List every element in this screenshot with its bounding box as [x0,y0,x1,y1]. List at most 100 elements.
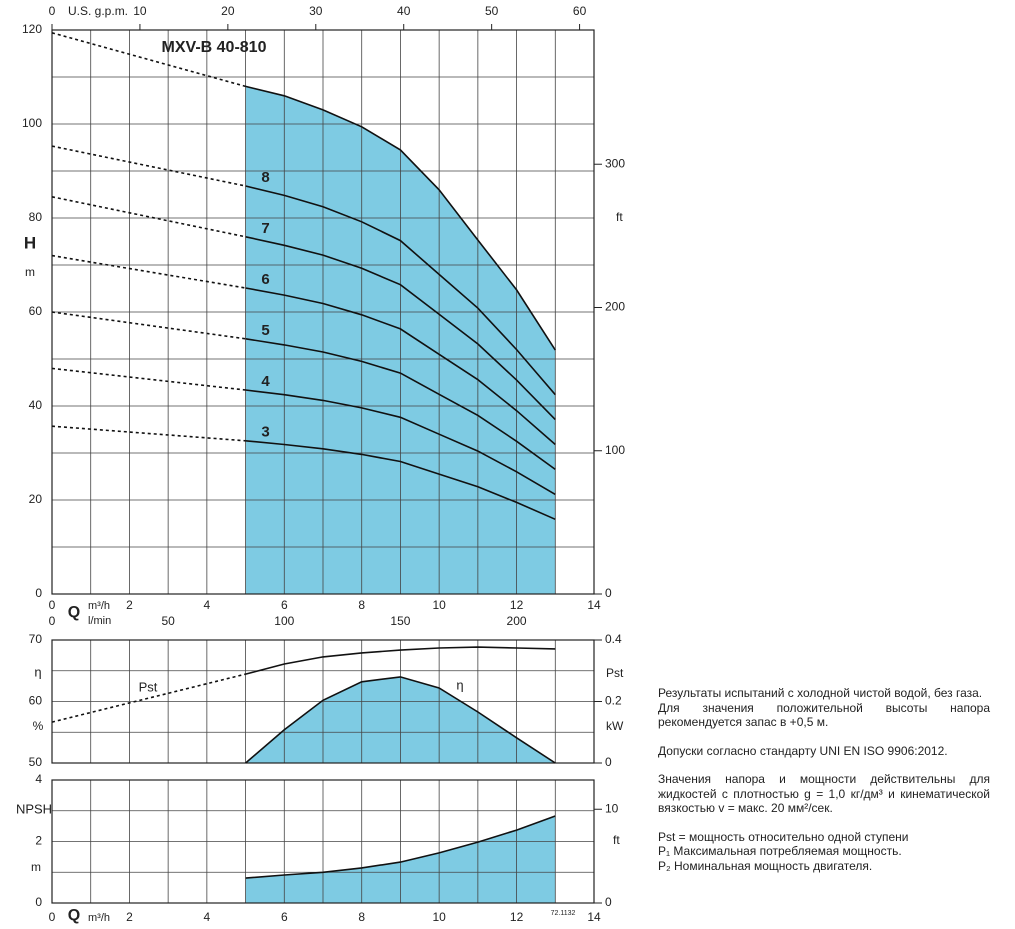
y-tick-label: 2 [35,834,42,848]
y2-tick-label: 0.4 [605,632,622,646]
x-tick-label: 10 [432,910,446,924]
series-label: 7 [261,220,269,237]
y-tick-label: 100 [22,116,42,130]
chart-title: MXV-B 40-810 [162,39,267,56]
x2-tick-label: 20 [221,4,235,18]
y2-axis-label: ft [616,210,623,224]
y-tick-label: 80 [29,210,43,224]
x2-tick-label: 10 [133,4,147,18]
x3-tick-label: 0 [49,614,56,628]
series-label: Pst [139,679,158,694]
y2-tick-label: 100 [605,443,625,457]
y-axis-label: H [24,233,36,252]
chart-code: 72.1132 [551,910,576,917]
y2-axis-label: Pst [606,666,624,680]
x2-axis-label: U.S. g.p.m. [68,4,128,18]
note-paragraph: Допуски согласно стандарту UNI EN ISO 99… [658,744,990,759]
y2-tick-label: 10 [605,801,619,815]
x-axis-unit: m³/h [88,912,110,924]
x-tick-label: 8 [358,910,365,924]
series-label: 8 [261,169,269,186]
note-paragraph: Значения напора и мощности действительны… [658,772,990,816]
x-tick-label: 6 [281,598,288,612]
note-line: Результаты испытаний с холодной чистой в… [658,686,983,700]
x-tick-label: 0 [49,598,56,612]
y-tick-label: 0 [35,895,42,909]
x-tick-label: 8 [358,598,365,612]
x-tick-label: 4 [204,598,211,612]
note-line: Pst = мощность относительно одной ступен… [658,829,909,844]
y-axis-label: NPSH [16,801,52,816]
y-axis-unit: m [25,265,35,279]
y2-tick-label: 0 [605,895,612,909]
x2-tick-label: 50 [485,4,499,18]
note-paragraph: Результаты испытаний с холодной чистой в… [658,686,990,730]
x3-tick-label: 200 [507,614,527,628]
x3-tick-label: 150 [390,614,410,628]
y-axis-label: η [34,664,41,679]
extrapolated-line [51,311,246,340]
curve [245,440,556,521]
curve [245,287,556,446]
x2-tick-label: 40 [397,4,411,18]
y-tick-label: 120 [22,22,42,36]
note-line: Для значения положительной высоты напора… [658,700,990,730]
y2-axis-unit: kW [606,719,624,733]
y-axis-unit: % [33,719,44,733]
series-label: η [456,677,463,692]
x-tick-label: 14 [587,910,601,924]
x-axis-unit: m³/h [88,600,110,612]
y-tick-label: 70 [29,632,43,646]
note-line: Допуски согласно стандарту UNI EN ISO 99… [658,743,948,758]
x-tick-label: 14 [587,598,601,612]
x3-tick-label: 50 [161,614,175,628]
note-line: P₂ Номинальная мощность двигателя. [658,858,873,873]
extrapolated-line [51,145,246,187]
x-axis-label: Q [68,907,80,924]
y-tick-label: 20 [29,492,43,506]
extrapolated-line [51,367,246,391]
curve [245,676,556,764]
curve [245,646,556,675]
curve [245,338,556,471]
series-label: 3 [261,424,269,441]
extrapolated-line [51,254,246,289]
x-tick-label: 6 [281,910,288,924]
plot-frame [51,779,595,904]
x-tick-label: 2 [126,910,133,924]
x2-tick-label: 0 [49,4,56,18]
y-tick-label: 50 [29,755,43,769]
curve [245,85,556,351]
curve [245,815,556,879]
curve [245,389,556,496]
note-line: Значения напора и мощности действительны… [658,772,990,815]
y-tick-label: 4 [35,772,42,786]
x-axis-label: Q [68,604,80,621]
extrapolated-line [51,425,246,442]
series-label: 5 [261,322,269,339]
x3-axis-label: l/min [88,615,111,627]
series-label: 6 [261,271,269,288]
y-tick-label: 60 [29,304,43,318]
x2-tick-label: 60 [573,4,587,18]
y2-tick-label: 200 [605,300,625,314]
curve [245,185,556,396]
x-tick-label: 0 [49,910,56,924]
y2-axis-label: ft [613,833,620,847]
y2-tick-label: 0.2 [605,694,622,708]
extrapolated-line [51,196,246,238]
x2-tick-label: 30 [309,4,323,18]
y-tick-label: 40 [29,398,43,412]
note-line: P₁ Максимальная потребляемая мощность. [658,844,902,858]
y2-tick-label: 0 [605,755,612,769]
x-tick-label: 10 [432,598,446,612]
notes: Результаты испытаний с холодной чистой в… [658,686,990,887]
y-tick-label: 60 [29,694,43,708]
curve [245,236,556,421]
y2-tick-label: 300 [605,156,625,170]
y2-tick-label: 0 [605,586,612,600]
series-label: 4 [261,373,270,390]
x3-tick-label: 100 [274,614,294,628]
